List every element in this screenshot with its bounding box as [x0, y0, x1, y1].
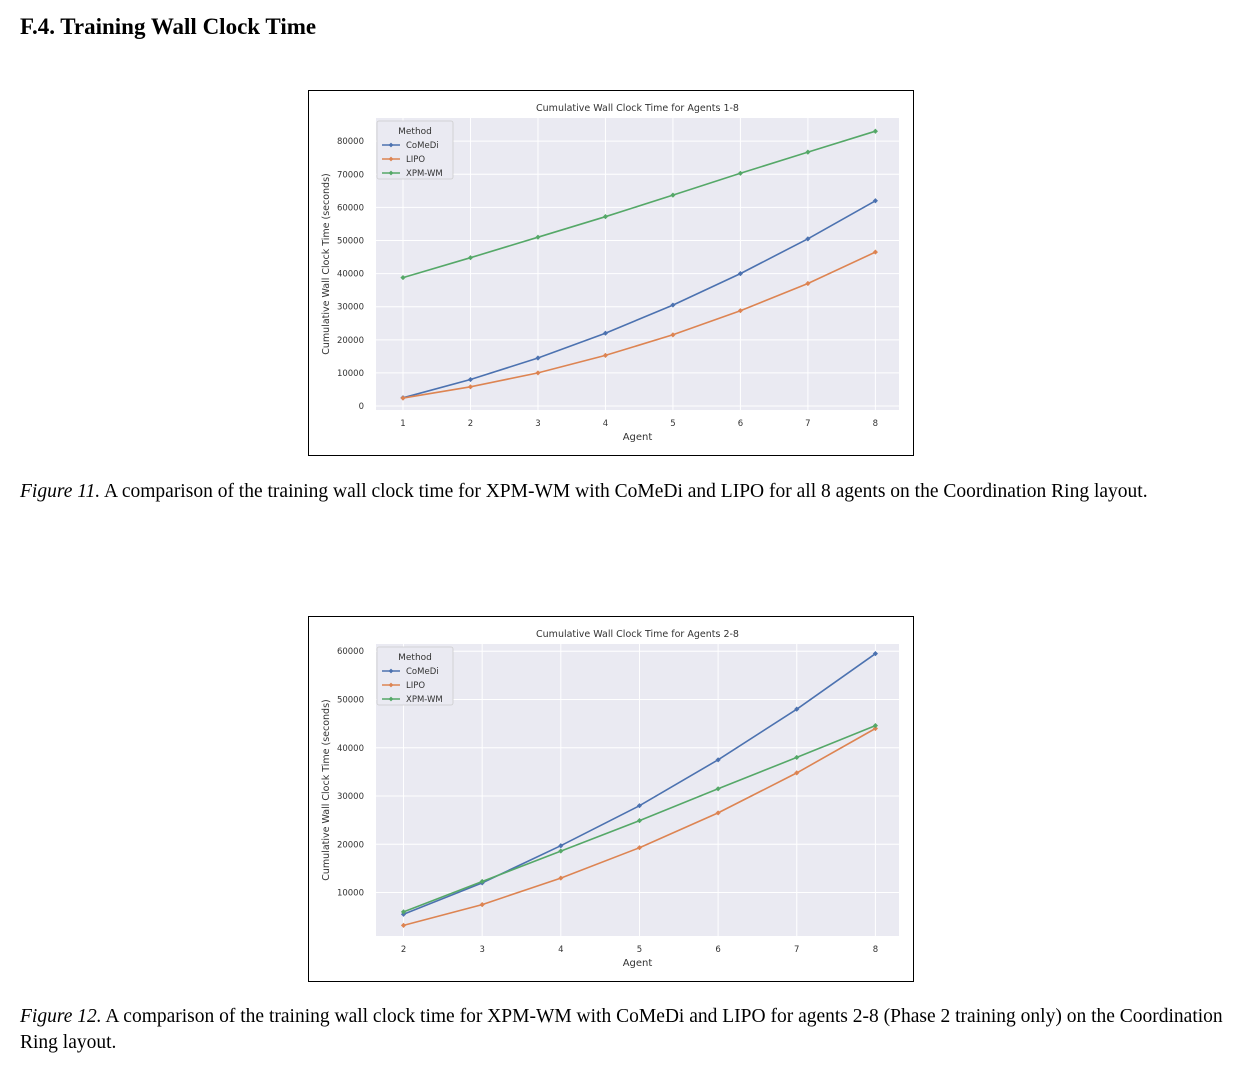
x-tick-label: 8 [873, 945, 878, 955]
y-tick-label: 30000 [337, 792, 364, 802]
data-point [737, 170, 744, 176]
x-tick-label: 6 [715, 945, 720, 955]
figure-11-caption: Figure 11. A comparison of the training … [20, 479, 1235, 505]
data-point [670, 332, 676, 338]
y-tick-label: 50000 [337, 236, 364, 246]
x-tick-label: 2 [401, 945, 406, 955]
x-tick-label: 8 [873, 419, 878, 429]
data-point [535, 234, 541, 240]
figure-12-caption-label: Figure 12. [20, 1006, 102, 1027]
section-heading: F.4. Training Wall Clock Time [20, 14, 317, 39]
y-tick-label: 10000 [337, 889, 364, 899]
legend-entry-xpm-wm: XPM-WM [406, 169, 443, 179]
figure-12-caption: Figure 12. A comparison of the training … [20, 1004, 1235, 1056]
data-point [602, 214, 609, 220]
series-line-comedi [402, 200, 876, 399]
x-axis-label: Agent [623, 432, 653, 443]
y-tick-label: 40000 [337, 270, 364, 280]
legend-box [376, 646, 454, 706]
y-tick-label: 50000 [337, 696, 364, 706]
legend-box [376, 120, 454, 180]
x-tick-label: 4 [603, 419, 608, 429]
y-tick-label: 0 [359, 402, 364, 412]
data-point [872, 651, 879, 657]
series-line-xpm-wm [402, 130, 876, 279]
figure-12-chart: 10000 20000 30000 40000 50000 60000 2 3 4 5 6 7 8 Cum… [321, 629, 899, 969]
y-tick-label: 80000 [337, 137, 364, 147]
data-point [670, 192, 676, 198]
figure-11-caption-label: Figure 11. [20, 481, 101, 502]
x-tick-label: 7 [805, 419, 810, 429]
data-point [400, 395, 406, 401]
data-point [670, 302, 676, 308]
series-line-lipo [402, 251, 876, 399]
legend-entry-lipo: LIPO [406, 681, 425, 691]
legend-entry-comedi: CoMeDi [406, 141, 439, 151]
y-tick-label: 40000 [337, 744, 364, 754]
data-point [467, 384, 474, 390]
data-point [636, 803, 643, 809]
legend-swatch-marker [388, 668, 394, 674]
data-point [479, 878, 485, 885]
plot-area [376, 118, 899, 410]
x-tick-label: 2 [468, 419, 473, 429]
legend-swatch-marker [388, 682, 394, 688]
legend-entry-comedi: CoMeDi [406, 667, 439, 677]
y-tick-label: 20000 [337, 840, 364, 850]
chart-title: Cumulative Wall Clock Time for Agents 1-… [536, 103, 739, 114]
data-point [872, 249, 878, 255]
figure-11-chart-frame: 0 10000 20000 30000 40000 50000 60000 70000 8000… [308, 90, 914, 456]
data-point [737, 308, 744, 314]
data-point [535, 355, 541, 361]
y-tick-label: 30000 [337, 303, 364, 313]
y-tick-label: 60000 [337, 647, 364, 657]
x-tick-label: 3 [479, 945, 484, 955]
figure-12-caption-text: A comparison of the training wall clock … [20, 1006, 1223, 1053]
x-tick-label: 6 [738, 419, 743, 429]
x-tick-label: 4 [558, 945, 563, 955]
data-point [535, 370, 541, 376]
data-point [400, 922, 407, 928]
data-point [737, 271, 744, 277]
figure-11-chart: 0 10000 20000 30000 40000 50000 60000 70000 8000… [321, 103, 899, 443]
data-point [400, 909, 407, 915]
plot-area [376, 644, 899, 936]
legend-title: Method [398, 127, 432, 137]
x-tick-label: 5 [670, 419, 675, 429]
data-point [715, 757, 721, 763]
x-tick-label: 1 [400, 419, 405, 429]
legend-entry-lipo: LIPO [406, 155, 425, 165]
figure-11-caption-text: A comparison of the training wall clock … [100, 481, 1148, 502]
data-point [872, 198, 878, 204]
data-point [805, 236, 811, 242]
figure-12-chart-frame: 10000 20000 30000 40000 50000 60000 2 3 4 5 6 7 8 Cum… [308, 616, 914, 982]
data-point [715, 786, 721, 792]
data-point [467, 376, 474, 383]
data-point [602, 352, 609, 358]
y-axis-label: Cumulative Wall Clock Time (seconds) [321, 173, 332, 355]
y-axis-label: Cumulative Wall Clock Time (seconds) [321, 699, 332, 881]
x-tick-label: 7 [794, 945, 799, 955]
chart-title: Cumulative Wall Clock Time for Agents 2-… [536, 629, 739, 640]
data-point [805, 149, 811, 155]
legend-swatch-marker [388, 696, 394, 702]
x-axis-label: Agent [623, 958, 653, 969]
y-tick-label: 20000 [337, 336, 364, 346]
data-point [558, 875, 564, 881]
data-point [805, 280, 811, 287]
y-tick-label: 10000 [337, 369, 364, 379]
x-tick-label: 5 [637, 945, 642, 955]
legend-entry-xpm-wm: XPM-WM [406, 695, 443, 705]
data-point [636, 845, 643, 851]
x-tick-label: 3 [535, 419, 540, 429]
legend-title: Method [398, 653, 432, 663]
y-tick-label: 70000 [337, 170, 364, 180]
y-tick-label: 60000 [337, 203, 364, 213]
data-point [602, 330, 609, 336]
